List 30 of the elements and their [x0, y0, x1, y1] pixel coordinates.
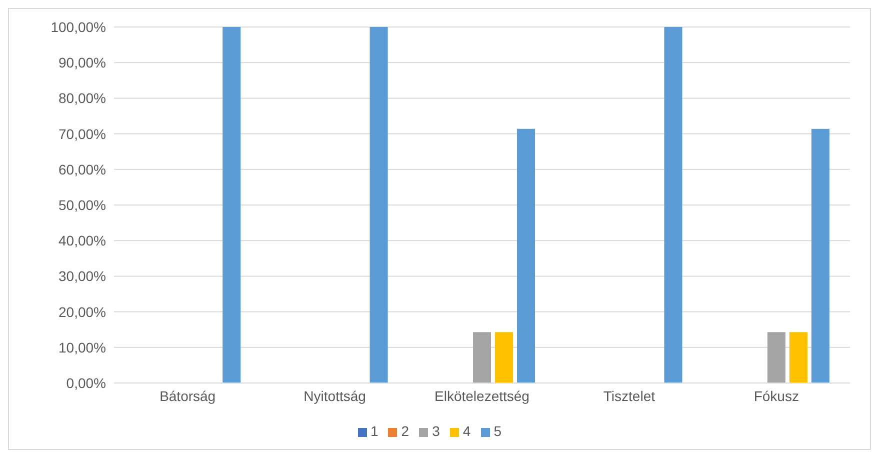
- legend-label: 2: [401, 423, 410, 439]
- x-tick-label: Tisztelet: [603, 388, 656, 404]
- y-tick-label: 100,00%: [50, 18, 106, 35]
- bar: [789, 332, 808, 383]
- y-tick-label: 40,00%: [58, 232, 106, 249]
- bar: [222, 27, 241, 383]
- x-tick-label: Bátorság: [160, 388, 216, 404]
- x-tick-label: Elkötelezettség: [434, 388, 530, 404]
- legend-label: 4: [462, 423, 471, 439]
- bar: [473, 332, 492, 383]
- y-tick-label: 20,00%: [58, 304, 106, 320]
- bar: [811, 128, 830, 383]
- bar: [495, 332, 514, 383]
- y-tick-label: 10,00%: [58, 339, 106, 356]
- legend-label: 1: [370, 423, 378, 439]
- y-tick-label: 90,00%: [58, 54, 106, 71]
- bar: [664, 27, 682, 383]
- y-tick-label: 0,00%: [66, 374, 106, 391]
- y-tick-label: 70,00%: [58, 126, 106, 142]
- legend-label: 5: [494, 423, 502, 439]
- bar: [767, 332, 786, 383]
- bar: [517, 128, 536, 383]
- y-tick-label: 30,00%: [58, 268, 106, 284]
- x-tick-label: Fókusz: [754, 388, 799, 404]
- x-tick-label: Nyitottság: [304, 388, 366, 404]
- bar: [370, 27, 388, 383]
- y-tick-label: 80,00%: [58, 90, 106, 106]
- y-tick-label: 50,00%: [58, 196, 106, 213]
- legend-label: 3: [432, 423, 440, 439]
- y-tick-label: 60,00%: [58, 161, 106, 178]
